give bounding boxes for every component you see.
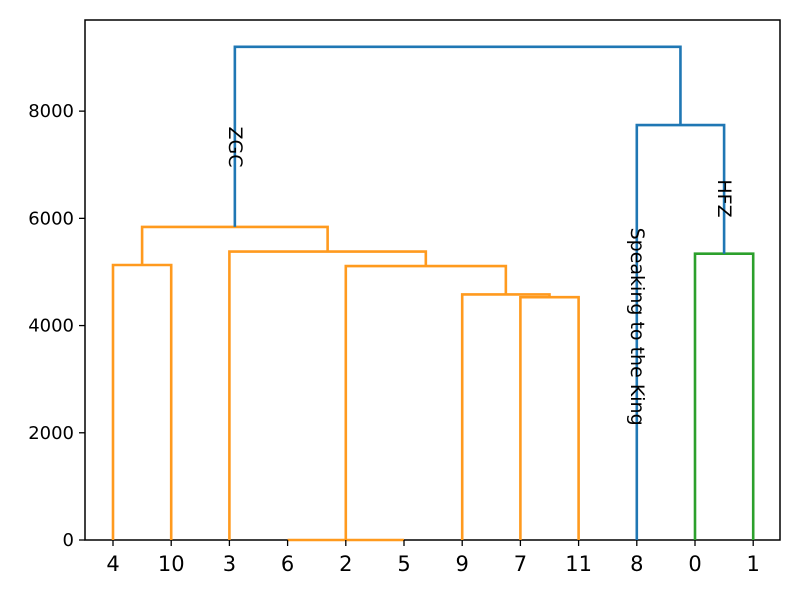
x-tick-label: 8 bbox=[630, 552, 643, 576]
annotation-speaking-to-the-king: Speaking to the King bbox=[626, 228, 648, 426]
annotation-zgc: ZGC bbox=[224, 127, 246, 168]
x-tick-label: 2 bbox=[339, 552, 352, 576]
plot-frame bbox=[84, 19, 781, 541]
link-8-01 bbox=[635, 123, 726, 540]
link-9-7-11 bbox=[460, 293, 551, 540]
x-tick-label: 10 bbox=[158, 552, 185, 576]
x-tick-label: 11 bbox=[565, 552, 592, 576]
x-tick-label: 4 bbox=[106, 552, 119, 576]
link-7-11 bbox=[519, 295, 580, 540]
link-2-cluster bbox=[344, 264, 508, 540]
x-tick-label: 7 bbox=[514, 552, 527, 576]
x-tick-label: 0 bbox=[688, 552, 701, 576]
y-tick-label: 4000 bbox=[28, 316, 74, 337]
x-tick-label: 1 bbox=[747, 552, 760, 576]
links-layer bbox=[111, 45, 755, 542]
x-tick-label: 6 bbox=[281, 552, 294, 576]
link-3-cluster bbox=[228, 250, 428, 540]
x-tick-label: 3 bbox=[223, 552, 236, 576]
y-tick-label: 8000 bbox=[28, 101, 74, 122]
y-tick-label: 0 bbox=[63, 530, 74, 551]
link-4-10 bbox=[111, 263, 173, 540]
ticks-layer: 0 2000 4000 6000 8000 4 10 3 6 2 5 9 7 11 8 0 1 bbox=[28, 101, 760, 576]
x-tick-label: 5 bbox=[397, 552, 410, 576]
annotations-layer: ZGC HFZ Speaking to the King bbox=[224, 127, 735, 426]
link-0-1 bbox=[693, 252, 755, 540]
link-orange-top bbox=[140, 225, 329, 265]
link-root bbox=[233, 45, 682, 227]
x-tick-label: 9 bbox=[456, 552, 469, 576]
y-tick-label: 2000 bbox=[28, 423, 74, 444]
annotation-hfz: HFZ bbox=[713, 179, 735, 217]
y-tick-label: 6000 bbox=[28, 208, 74, 229]
